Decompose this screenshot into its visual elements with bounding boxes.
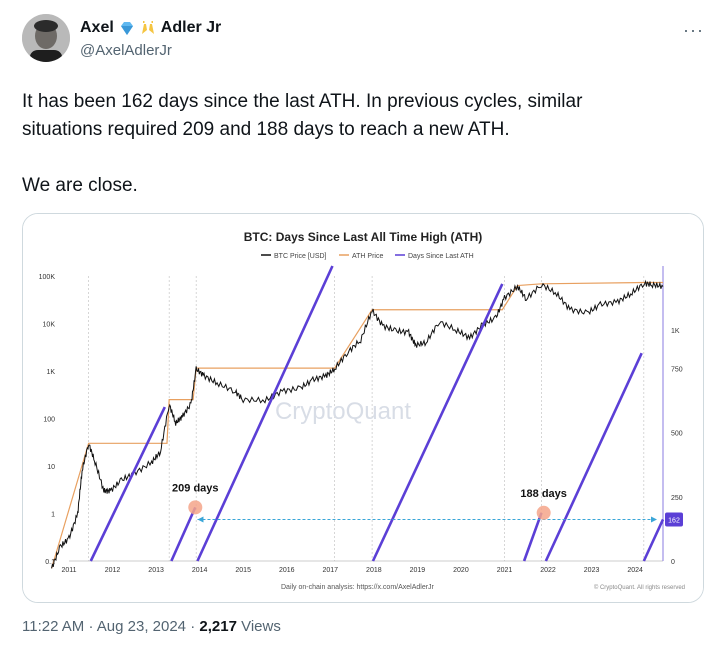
author-last-name: Adler Jr [160, 19, 222, 36]
tweet-meta: 11:22 AM · Aug 23, 2024 · 2,217 Views [22, 618, 281, 635]
annotation-label: 209 days [172, 482, 218, 494]
media-card[interactable]: BTC: Days Since Last All Time High (ATH)… [22, 213, 704, 603]
chart-footnote-left: Daily on-chain analysis: https://x.com/A… [281, 584, 435, 591]
x-tick-label: 2022 [540, 567, 556, 574]
y-left-tick-label: 1 [51, 512, 55, 519]
y-left-tick-label: 100 [43, 417, 55, 424]
diamond-icon [120, 22, 133, 35]
tweet-text-line: We are close. [22, 175, 138, 196]
days-since-ath-line [544, 352, 643, 562]
ath-price-line [51, 281, 663, 569]
x-tick-label: 2012 [105, 567, 121, 574]
x-tick-label: 2021 [497, 567, 513, 574]
annotation-marker [188, 500, 203, 515]
legend-label: Days Since Last ATH [408, 253, 474, 260]
y-right-tick-label: 250 [671, 495, 683, 502]
tweet-date[interactable]: Aug 23, 2024 [96, 618, 187, 635]
tweet-text-line: It has been 162 days since the last ATH.… [22, 91, 583, 112]
chart-footnote-right: © CryptoQuant. All rights reserved [594, 584, 685, 591]
legend-label: BTC Price [USD] [274, 253, 327, 260]
views-label: Views [241, 618, 281, 635]
x-tick-label: 2024 [627, 567, 643, 574]
chart-title: BTC: Days Since Last All Time High (ATH) [244, 230, 482, 244]
chart-legend: BTC Price [USD] ATH Price Days Since Last … [261, 253, 474, 260]
y-right-tick-label: 1K [671, 328, 680, 335]
tweet-header: Axel Adler Jr @AxelAdlerJr ··· [22, 14, 704, 68]
days-since-ath-line [196, 265, 334, 562]
btc-price-line [51, 279, 664, 569]
x-tick-label: 2013 [148, 567, 164, 574]
view-count: 2,217 [199, 618, 237, 635]
x-tick-label: 2019 [410, 567, 426, 574]
arrow-head-left [197, 516, 204, 523]
days-since-ath-line [170, 506, 197, 562]
author-first-name: Axel [80, 19, 114, 36]
current-days-label: 162 [668, 517, 680, 524]
legend-label: ATH Price [352, 253, 383, 260]
x-tick-label: 2017 [323, 567, 339, 574]
y-left-tick-label: 1K [46, 369, 55, 376]
x-tick-label: 2011 [61, 567, 76, 574]
tweet-text-line: situations required 209 and 188 days to … [22, 119, 510, 140]
avatar[interactable] [22, 14, 70, 62]
y-right-tick-label: 500 [671, 431, 683, 438]
more-options-icon[interactable]: ··· [683, 20, 704, 40]
x-tick-label: 2018 [366, 567, 382, 574]
tweet-time[interactable]: 11:22 AM [22, 618, 85, 635]
y-left-tick-label: 10 [47, 464, 55, 471]
avatar-portrait-icon [22, 14, 70, 62]
days-since-ath-line [89, 406, 166, 562]
x-tick-label: 2020 [453, 567, 469, 574]
meta-separator: · [190, 618, 196, 635]
y-right-tick-label: 750 [671, 367, 683, 374]
annotation-label: 188 days [520, 488, 566, 500]
days-since-ath-line [642, 518, 665, 562]
current-days-badge [665, 512, 683, 527]
y-left-tick-label: 100K [39, 274, 56, 281]
arrow-head-right [651, 516, 657, 523]
raised-hands-icon [141, 21, 154, 34]
tweet-text: It has been 162 days since the last ATH.… [22, 88, 702, 200]
y-left-tick-label: 0.1 [45, 559, 55, 566]
y-right-tick-label: 0 [671, 559, 675, 566]
x-tick-label: 2016 [279, 567, 295, 574]
days-since-ath-line [371, 283, 504, 562]
meta-separator: · [88, 618, 94, 635]
chart: BTC: Days Since Last All Time High (ATH)… [23, 214, 703, 602]
author-name[interactable]: Axel Adler Jr [80, 19, 221, 37]
chart-plot-area: 100K 10K 1K 100 10 1 0.1 1K 750 500 250 0 2011 2012 20… [39, 265, 683, 574]
chart-watermark: CryptoQuant [275, 398, 411, 425]
x-tick-label: 2014 [192, 567, 208, 574]
annotation-marker [536, 505, 551, 520]
x-tick-label: 2023 [584, 567, 600, 574]
x-tick-label: 2015 [235, 567, 251, 574]
y-left-tick-label: 10K [43, 322, 56, 329]
author-handle[interactable]: @AxelAdlerJr [80, 42, 172, 59]
days-since-ath-line [522, 512, 543, 562]
